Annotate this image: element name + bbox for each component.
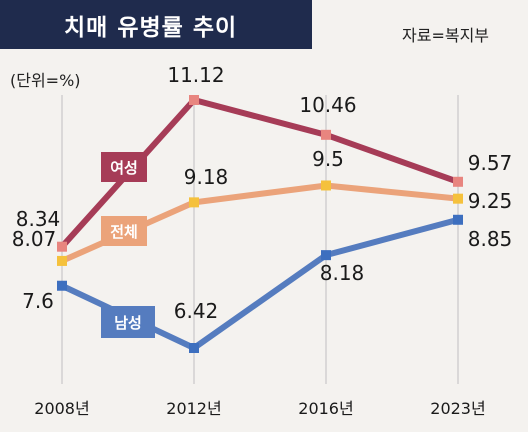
grid-lines	[61, 95, 459, 384]
data-point-total	[57, 255, 67, 266]
x-tick-label: 2016년	[298, 399, 353, 418]
data-point-male	[57, 280, 67, 291]
data-label-male: 8.85	[468, 227, 513, 251]
unit-note: (단위=%)	[10, 71, 81, 90]
data-point-total	[453, 193, 463, 204]
data-label-male: 8.18	[320, 261, 365, 285]
series-tag-bg-male	[101, 306, 155, 338]
data-point-male	[321, 250, 331, 261]
data-point-female	[453, 176, 463, 187]
series-tag-male: 남성	[114, 314, 142, 332]
data-label-total: 9.25	[468, 189, 513, 213]
x-axis-ticks: 2008년 2012년 2016년 2023년	[34, 399, 485, 418]
data-label-female: 10.46	[299, 93, 356, 117]
data-point-male	[453, 214, 463, 225]
data-point-female	[189, 95, 199, 105]
data-label-female: 9.57	[468, 151, 513, 175]
data-point-total	[321, 180, 331, 191]
data-label-male: 6.42	[174, 299, 219, 323]
x-tick-label: 2008년	[34, 399, 89, 418]
data-points	[57, 95, 463, 353]
data-point-male	[189, 343, 199, 353]
series-tag-bg-total	[101, 216, 147, 246]
series-tag-bg-female	[101, 152, 147, 182]
x-tick-label: 2023년	[430, 399, 485, 418]
data-labels: 7.6 6.42 8.18 8.85 8.07 9.18 9.5 9.25 8.34 11.12 1…	[12, 63, 513, 323]
source-note: 자료=복지부	[402, 26, 490, 45]
data-label-total: 9.5	[312, 147, 344, 171]
data-point-female	[321, 129, 331, 140]
series-tag-total: 전체	[110, 223, 138, 241]
data-point-total	[189, 197, 199, 208]
x-tick-label: 2012년	[166, 399, 221, 418]
data-label-total: 9.18	[184, 165, 229, 189]
data-label-female: 11.12	[167, 63, 224, 87]
series-tag-female: 여성	[110, 159, 138, 177]
data-point-female	[57, 241, 67, 252]
series-tags: 남성 전체 여성	[101, 152, 155, 338]
data-label-total: 8.07	[12, 227, 57, 251]
data-label-female: 8.34	[16, 207, 61, 231]
chart-title: 치매 유병률 추이	[0, 0, 312, 49]
data-label-male: 7.6	[22, 289, 54, 313]
